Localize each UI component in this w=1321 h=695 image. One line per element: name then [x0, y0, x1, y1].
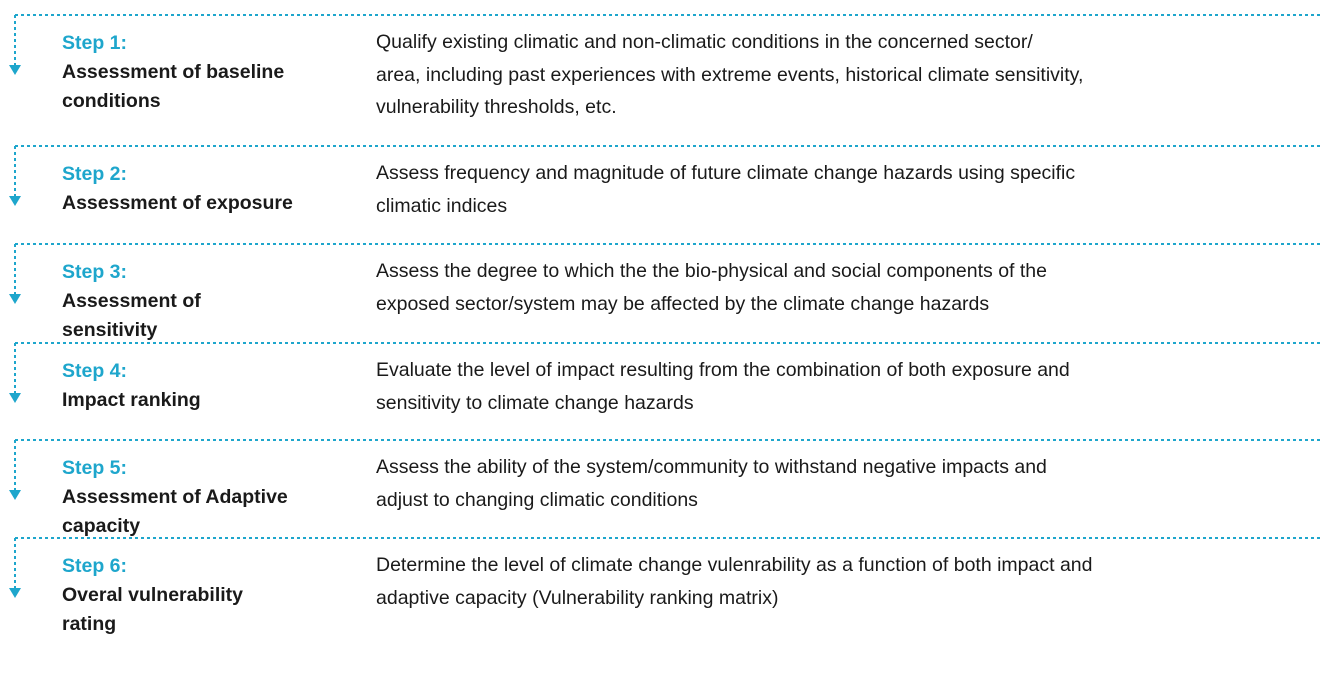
step-description: Determine the level of climate change vu… — [376, 549, 1316, 614]
step-number: Step 5: — [62, 457, 128, 479]
step-heading: Step 3: Assessment of sensitivity — [62, 258, 362, 345]
step-title: conditions — [62, 90, 161, 112]
step-title: Assessment of — [62, 290, 201, 312]
step-title: rating — [62, 613, 117, 635]
step-title: Impact ranking — [62, 389, 201, 411]
step-description: Assess frequency and magnitude of future… — [376, 157, 1316, 222]
arrow-head — [9, 196, 21, 206]
arrow-head — [9, 294, 21, 304]
step-title: sensitivity — [62, 319, 158, 341]
arrow-head — [9, 65, 21, 75]
step-title: Assessment of Adaptive — [62, 486, 288, 508]
arrow-head — [9, 490, 21, 500]
step-number: Step 4: — [62, 360, 128, 382]
step-heading: Step 2: Assessment of exposure — [62, 160, 362, 218]
step-title: Assessment of baseline — [62, 61, 285, 83]
description-line: Assess frequency and magnitude of future… — [376, 162, 1076, 184]
step-number: Step 2: — [62, 163, 128, 185]
step-title: Assessment of exposure — [62, 192, 293, 214]
step-description: Assess the ability of the system/communi… — [376, 451, 1316, 516]
step-heading: Step 6: Overal vulnerability rating — [62, 552, 362, 639]
description-line: Assess the ability of the system/communi… — [376, 456, 1047, 478]
step-number: Step 3: — [62, 261, 128, 283]
description-line: Evaluate the level of impact resulting f… — [376, 359, 1070, 381]
description-line: vulnerability thresholds, etc. — [376, 96, 617, 118]
step-description: Assess the degree to which the the bio-p… — [376, 255, 1316, 320]
description-line: adjust to changing climatic conditions — [376, 488, 698, 511]
step-heading: Step 5: Assessment of Adaptive capacity — [62, 454, 362, 541]
step-number: Step 1: — [62, 32, 128, 54]
step-description: Evaluate the level of impact resulting f… — [376, 354, 1316, 419]
description-line: Qualify existing climatic and non-climat… — [376, 31, 1033, 53]
step-heading: Step 4: Impact ranking — [62, 357, 362, 415]
description-line: Assess the degree to which the the bio-p… — [376, 260, 1047, 282]
description-line: adaptive capacity (Vulnerability ranking… — [376, 586, 779, 609]
step-title: Overal vulnerability — [62, 584, 243, 606]
step-number: Step 6: — [62, 555, 128, 577]
description-line: area, including past experiences with ex… — [376, 63, 1084, 86]
description-line: exposed sector/system may be affected by… — [376, 292, 990, 315]
arrow-head — [9, 393, 21, 403]
description-line: sensitivity to climate change hazards — [376, 391, 694, 414]
step-description: Qualify existing climatic and non-climat… — [376, 26, 1316, 124]
step-title: capacity — [62, 515, 141, 537]
arrow-head — [9, 588, 21, 598]
description-line: climatic indices — [376, 194, 508, 217]
step-heading: Step 1: Assessment of baseline conditions — [62, 29, 362, 116]
description-line: Determine the level of climate change vu… — [376, 554, 1093, 576]
